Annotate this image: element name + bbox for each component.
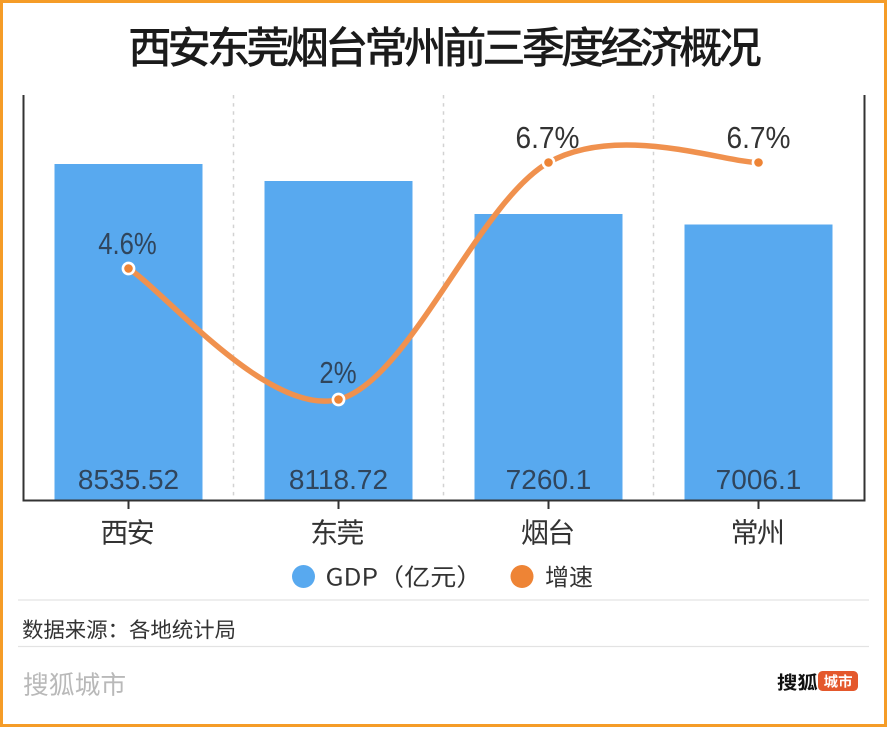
svg-text:7006.1: 7006.1: [716, 464, 802, 495]
svg-text:8118.72: 8118.72: [289, 464, 388, 495]
svg-text:6.7%: 6.7%: [727, 121, 791, 155]
svg-text:4.6%: 4.6%: [98, 227, 157, 261]
svg-text:2%: 2%: [319, 356, 356, 390]
svg-text:7260.1: 7260.1: [506, 464, 592, 495]
svg-text:6.7%: 6.7%: [516, 121, 580, 155]
svg-text:8535.52: 8535.52: [78, 464, 179, 495]
